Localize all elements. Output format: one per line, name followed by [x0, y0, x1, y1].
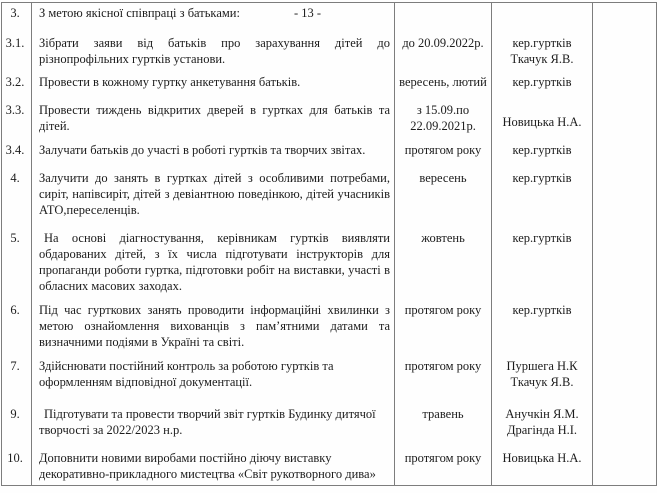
task-cell: Зібрати заяви від батьків про зарахуванн… [31, 32, 395, 72]
row-number: 3.4. [1, 139, 32, 168]
responsible-cell: кер.гуртків [491, 299, 593, 356]
responsible-cell [491, 2, 593, 33]
notes-cell [592, 355, 657, 404]
row-number: 10. [1, 447, 32, 486]
responsible-cell: кер.гуртків [491, 227, 593, 300]
table-row: 3. З метою якісної співпраці з батьками:… [1, 2, 657, 33]
table-row: 4. Залучити до занять в гуртках дітей з … [1, 167, 657, 228]
notes-cell [592, 99, 657, 140]
row-number: 3.1. [1, 32, 32, 72]
table-row: 3.3. Провести тиждень відкритих дверей в… [1, 99, 657, 140]
task-text: На основі діагностування, керівникам гур… [39, 230, 390, 293]
responsible-cell: Новицька Н.А. [491, 447, 593, 486]
task-text: Залучати батьків до участі в роботі гурт… [39, 142, 366, 157]
task-cell: Під час гурткових занять проводити інфор… [31, 299, 395, 356]
term-cell: протягом року [394, 299, 492, 356]
task-cell: Залучати батьків до участі в роботі гурт… [31, 139, 395, 168]
task-cell: Провести тиждень відкритих дверей в гурт… [31, 99, 395, 140]
term-cell: до 20.09.2022р. [394, 32, 492, 72]
row-number: 3. [1, 2, 32, 33]
table-row: 10. Доповнити новими виробами постійно д… [1, 447, 657, 486]
term-cell: протягом року [394, 355, 492, 404]
notes-cell [592, 167, 657, 228]
notes-cell [592, 2, 657, 33]
task-text: Провести в кожному гуртку анкетування ба… [39, 74, 301, 89]
responsible-cell: Анучкін Я.М. Драгінда Н.І. [491, 403, 593, 448]
task-text: Залучити до занять в гуртках дітей з осо… [39, 170, 390, 217]
term-cell: з 15.09.по 22.09.2021р. [394, 99, 492, 140]
table-row: 3.4. Залучати батьків до участі в роботі… [1, 139, 657, 168]
term-cell: протягом року [394, 447, 492, 486]
term-cell: вересень [394, 167, 492, 228]
task-text: З метою якісної співпраці з батьками: [39, 6, 240, 20]
task-cell: Залучити до занять в гуртках дітей з осо… [31, 167, 395, 228]
responsible-cell: кер.гуртків [491, 139, 593, 168]
term-cell: травень [394, 403, 492, 448]
responsible-cell: Пуршега Н.К Ткачук Я.В. [491, 355, 593, 404]
term-cell: вересень, лютий [394, 71, 492, 100]
responsible-cell: кер.гуртків Ткачук Я.В. [491, 32, 593, 72]
row-number: 5. [1, 227, 32, 300]
table-row: 5. На основі діагностування, керівникам … [1, 227, 657, 300]
task-text: Доповнити новими виробами постійно діючу… [39, 450, 376, 481]
row-number: 6. [1, 299, 32, 356]
row-number: 3.2. [1, 71, 32, 100]
notes-cell [592, 403, 657, 448]
table-row: 3.1. Зібрати заяви від батьків про зарах… [1, 32, 657, 72]
task-cell: З метою якісної співпраці з батьками: - … [31, 2, 395, 33]
notes-cell [592, 71, 657, 100]
responsible-cell: Новицька Н.А. [491, 99, 593, 140]
term-cell [394, 2, 492, 33]
table-row: 9. Підготувати та провести творчий звіт … [1, 403, 657, 448]
row-number: 4. [1, 167, 32, 228]
row-number: 3.3. [1, 99, 32, 140]
task-cell: Доповнити новими виробами постійно діючу… [31, 447, 395, 486]
task-cell: Здійснювати постійний контроль за робото… [31, 355, 395, 404]
table-row: 3.2. Провести в кожному гуртку анкетуван… [1, 71, 657, 100]
row-number: 7. [1, 355, 32, 404]
responsible-cell: кер.гуртків [491, 167, 593, 228]
notes-cell [592, 227, 657, 300]
responsible-cell: кер.гуртків [491, 71, 593, 100]
notes-cell [592, 447, 657, 486]
notes-cell [592, 299, 657, 356]
task-cell: Провести в кожному гуртку анкетування ба… [31, 71, 395, 100]
term-cell: протягом року [394, 139, 492, 168]
page-number: - 13 - [294, 6, 322, 20]
task-text: Зібрати заяви від батьків про зарахуванн… [39, 35, 390, 66]
notes-cell [592, 32, 657, 72]
notes-cell [592, 139, 657, 168]
task-text: Здійснювати постійний контроль за робото… [39, 358, 334, 389]
task-text: Під час гурткових занять проводити інфор… [39, 302, 390, 349]
task-text: Підготувати та провести творчий звіт гур… [39, 406, 376, 437]
term-cell: жовтень [394, 227, 492, 300]
task-cell: Підготувати та провести творчий звіт гур… [31, 403, 395, 448]
table-row: 7. Здійснювати постійний контроль за роб… [1, 355, 657, 404]
table-row: 6. Під час гурткових занять проводити ін… [1, 299, 657, 356]
row-number: 9. [1, 403, 32, 448]
task-text: Провести тиждень відкритих дверей в гурт… [39, 102, 390, 133]
task-cell: На основі діагностування, керівникам гур… [31, 227, 395, 300]
